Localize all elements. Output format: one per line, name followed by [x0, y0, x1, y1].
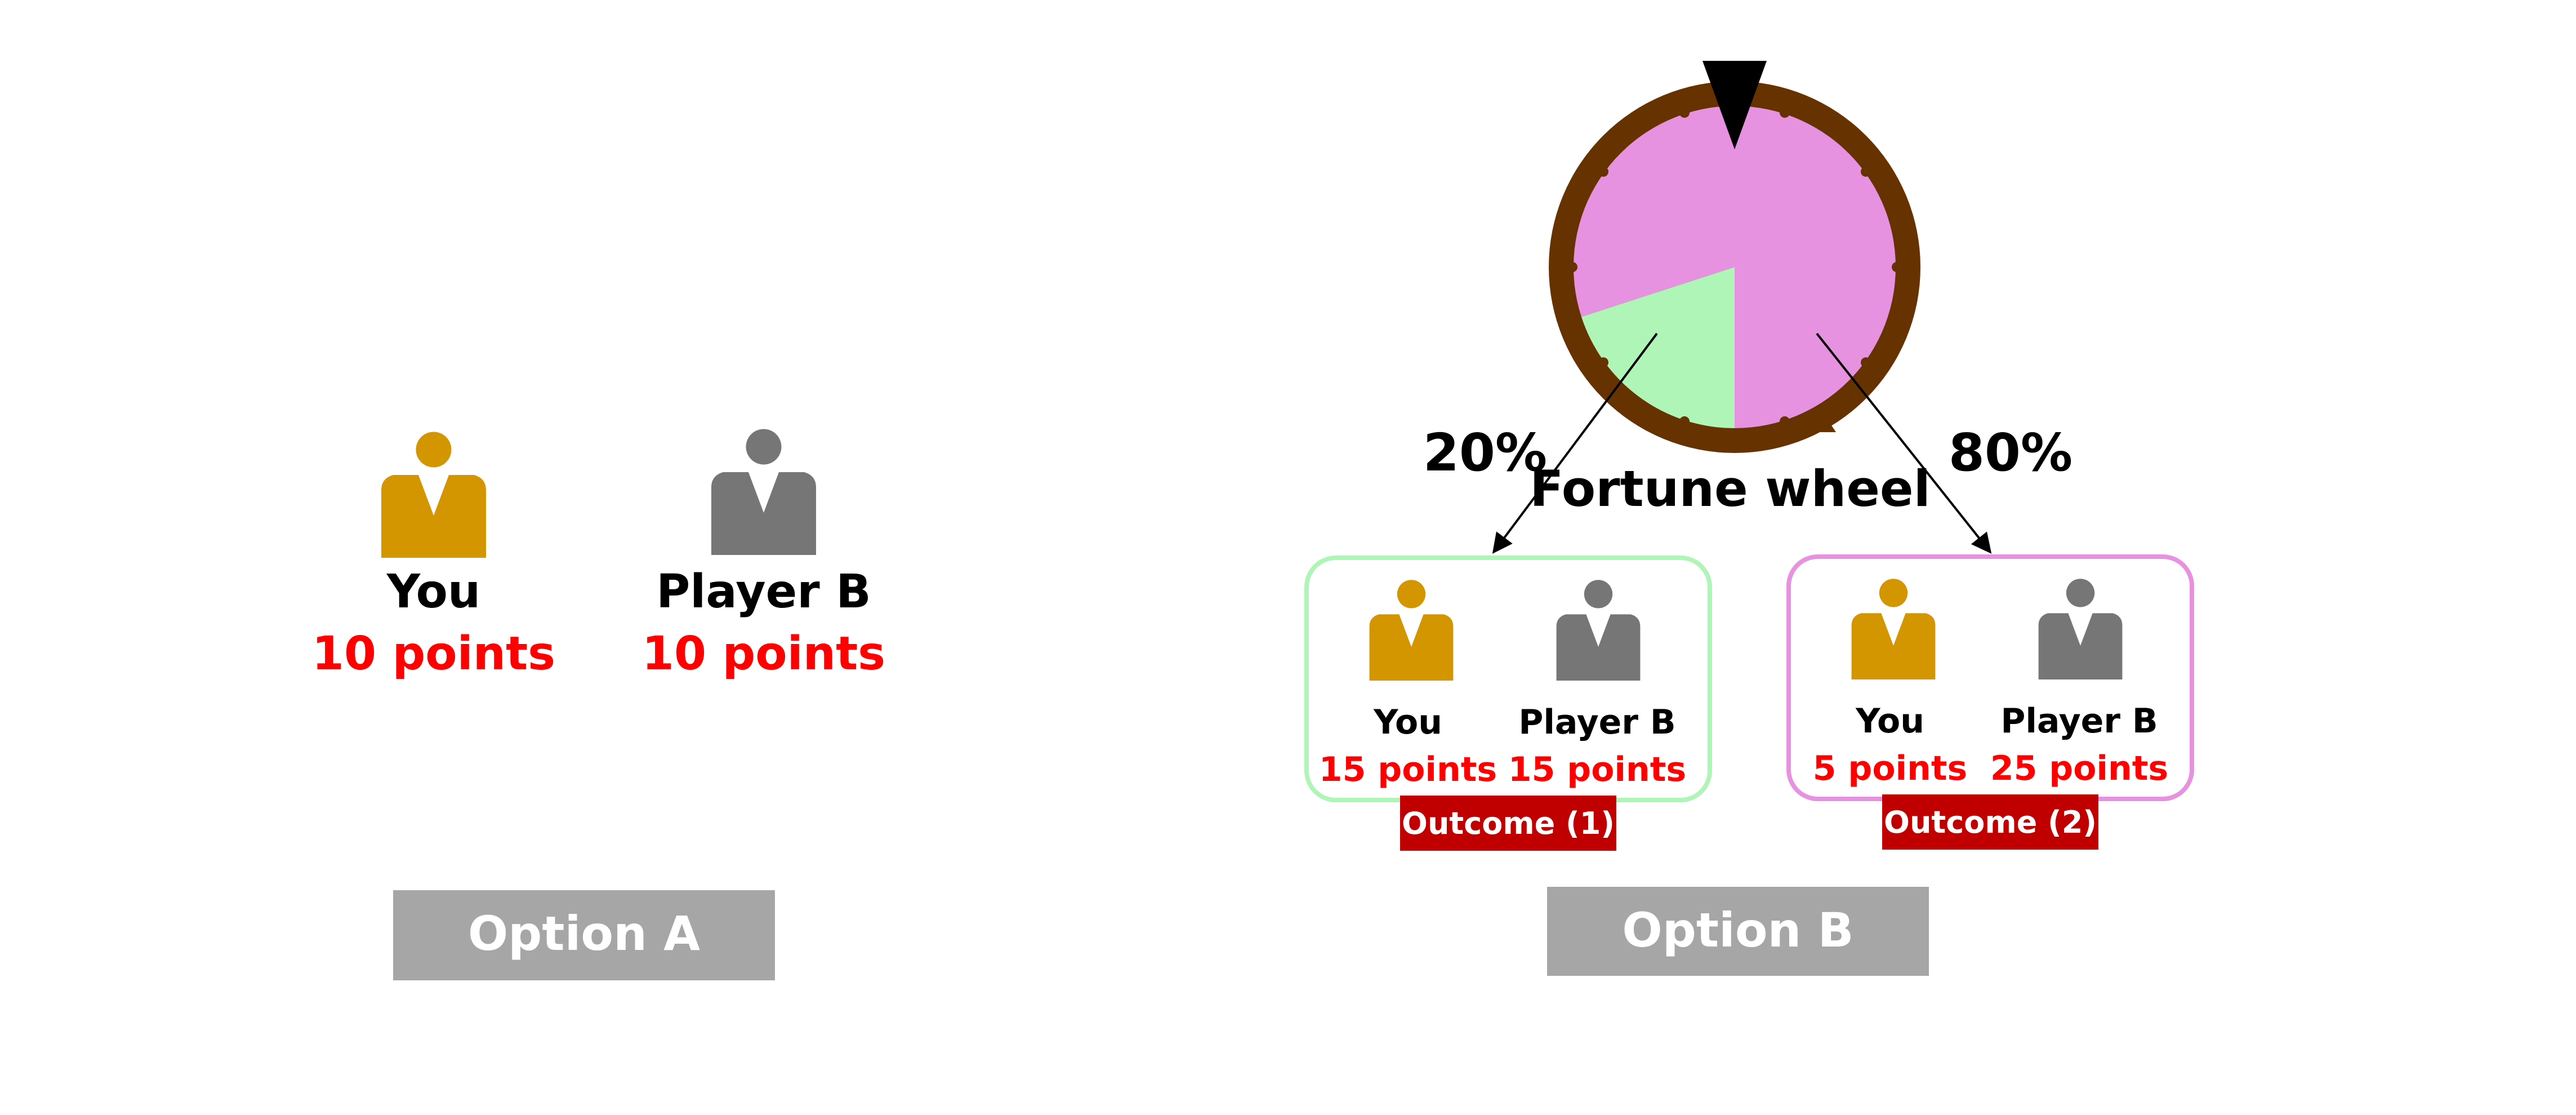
- wheel-notch: [1598, 357, 1609, 368]
- wheel-notch: [1892, 262, 1902, 272]
- wheel-notch: [1598, 166, 1609, 177]
- person-icon-you: [381, 432, 486, 558]
- person-icon-player-b: [1556, 580, 1641, 681]
- option-a-player-b: Player B 10 points: [642, 429, 885, 681]
- option-a-button[interactable]: Option A: [393, 890, 775, 980]
- outcome-2-box: You Player B 5 points 25 points: [1786, 554, 2194, 801]
- wheel-notch: [1679, 416, 1690, 427]
- outcome-2-badge-label: Outcome (2): [1884, 805, 2097, 840]
- outcome-1-you-label: You: [1373, 703, 1442, 742]
- arrow-to-outcome-2: [1816, 332, 1992, 554]
- fortune-wheel: [1549, 61, 1920, 453]
- option-a-you-points: 10 points: [312, 627, 555, 681]
- option-b-button-label[interactable]: Option B: [1622, 903, 1853, 958]
- outcome-2-player-b-label: Player B: [2000, 701, 2158, 741]
- person-icon-player-b: [2038, 579, 2123, 679]
- option-a-player-b-label: Player B: [656, 565, 871, 619]
- option-a-you-label: You: [386, 565, 481, 619]
- option-a-panel: You 10 points Player B 10 points Option …: [312, 429, 885, 980]
- outcome-2-badge: Outcome (2): [1882, 794, 2098, 850]
- outcome-2-player-b-points: 25 points: [1990, 749, 2168, 788]
- wheel-notch: [1860, 166, 1871, 177]
- person-icon-you: [1369, 580, 1454, 681]
- option-a-player-b-points: 10 points: [642, 627, 885, 681]
- wheel-segment-20: [1581, 267, 1735, 428]
- option-a-button-label[interactable]: Option A: [468, 906, 700, 961]
- wheel-notch: [1779, 108, 1790, 118]
- outcome-2-you-label: You: [1855, 701, 1924, 741]
- wheel-notch: [1860, 357, 1871, 368]
- wheel-notch: [1679, 108, 1690, 118]
- person-icon-you: [1851, 579, 1936, 679]
- percent-right: 80%: [1949, 423, 2073, 483]
- wheel-label: Fortune wheel: [1530, 460, 1931, 518]
- wheel-pointer-icon: [1703, 61, 1767, 149]
- outcome-1-you-points: 15 points: [1319, 750, 1497, 789]
- option-a-you: You 10 points: [312, 432, 555, 681]
- outcome-1-badge-label: Outcome (1): [1402, 806, 1615, 841]
- wheel-segment-80: [1574, 105, 1896, 428]
- outcome-1-player-b-label: Player B: [1518, 703, 1675, 742]
- wheel-notch: [1567, 262, 1577, 272]
- wheel-notches: [1567, 108, 1902, 427]
- outcome-2-you-points: 5 points: [1813, 749, 1967, 788]
- outcome-1-badge: Outcome (1): [1400, 796, 1616, 851]
- person-icon-player-b: [711, 429, 816, 555]
- wheel-notch: [1779, 416, 1790, 427]
- percent-left: 20%: [1423, 423, 1547, 483]
- option-b-button[interactable]: Option B: [1547, 887, 1929, 976]
- arrow-to-outcome-1: [1492, 332, 1658, 554]
- outcome-1-box: You Player B 15 points 15 points: [1304, 556, 1712, 802]
- option-b-panel: 20% 80% Fortune wheel You Player B 15 po…: [1304, 61, 2194, 976]
- outcome-1-player-b-points: 15 points: [1508, 750, 1686, 789]
